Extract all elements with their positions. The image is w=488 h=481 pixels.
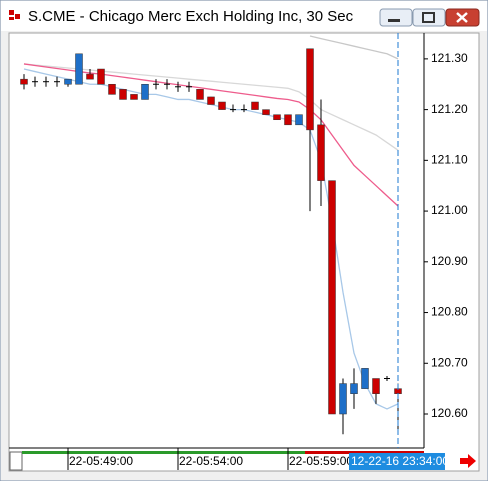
x-tick-label: 22-05:54:00 <box>179 454 243 468</box>
candle-body <box>97 68 105 85</box>
candle-body <box>328 180 336 415</box>
scroll-box[interactable] <box>9 451 23 471</box>
y-tick-label: 120.80 <box>431 305 468 319</box>
scroll-arrow[interactable] <box>460 454 476 468</box>
y-tick-label: 121.10 <box>431 153 468 167</box>
candle-body <box>64 78 72 85</box>
overlay-line <box>23 63 399 207</box>
session-bar-live <box>305 451 424 454</box>
candle-body <box>339 383 347 415</box>
window-title: S.CME - Chicago Merc Exch Holding Inc, 3… <box>28 8 354 25</box>
candle-body <box>141 83 149 100</box>
cursor-label: 12-22-16 23:34:00 <box>351 454 449 468</box>
app-icon <box>9 10 20 20</box>
cursor-label-box <box>349 453 445 470</box>
candle-body <box>273 114 281 121</box>
overlay-line <box>23 63 399 151</box>
candle-body <box>350 383 358 394</box>
candle-body <box>218 101 226 110</box>
chart-area <box>8 32 480 472</box>
candle-body <box>207 96 215 105</box>
maximize-button[interactable] <box>412 8 446 27</box>
y-tick-label: 121.30 <box>431 51 468 65</box>
y-tick-label: 121.00 <box>431 203 468 217</box>
y-tick-label: 120.70 <box>431 355 468 369</box>
candle-body <box>251 101 259 110</box>
candle-body <box>295 114 303 126</box>
y-tick-label: 120.90 <box>431 254 468 268</box>
close-icon <box>456 12 468 23</box>
candle-body <box>20 78 28 85</box>
y-tick-label: 120.60 <box>431 406 468 420</box>
candle-body <box>361 368 369 389</box>
x-tick-label: 22-05:59:00 <box>289 454 353 468</box>
maximize-icon <box>422 12 435 23</box>
candle-body <box>75 53 83 85</box>
candle-body <box>284 114 292 126</box>
minimize-button[interactable] <box>379 8 413 27</box>
overlay-line <box>309 35 399 60</box>
candle-body <box>86 73 94 80</box>
candle-body <box>119 89 127 100</box>
candle-body <box>262 109 270 115</box>
y-tick-label: 121.20 <box>431 102 468 116</box>
x-tick-label: 22-05:49:00 <box>69 454 133 468</box>
minimize-icon <box>388 19 400 22</box>
session-bar <box>22 451 305 454</box>
candle-body <box>196 89 204 100</box>
candle-body <box>306 48 314 131</box>
candle-body <box>372 378 380 394</box>
candle-body <box>130 94 138 100</box>
candle-body <box>108 83 116 95</box>
candle-body <box>317 124 325 181</box>
